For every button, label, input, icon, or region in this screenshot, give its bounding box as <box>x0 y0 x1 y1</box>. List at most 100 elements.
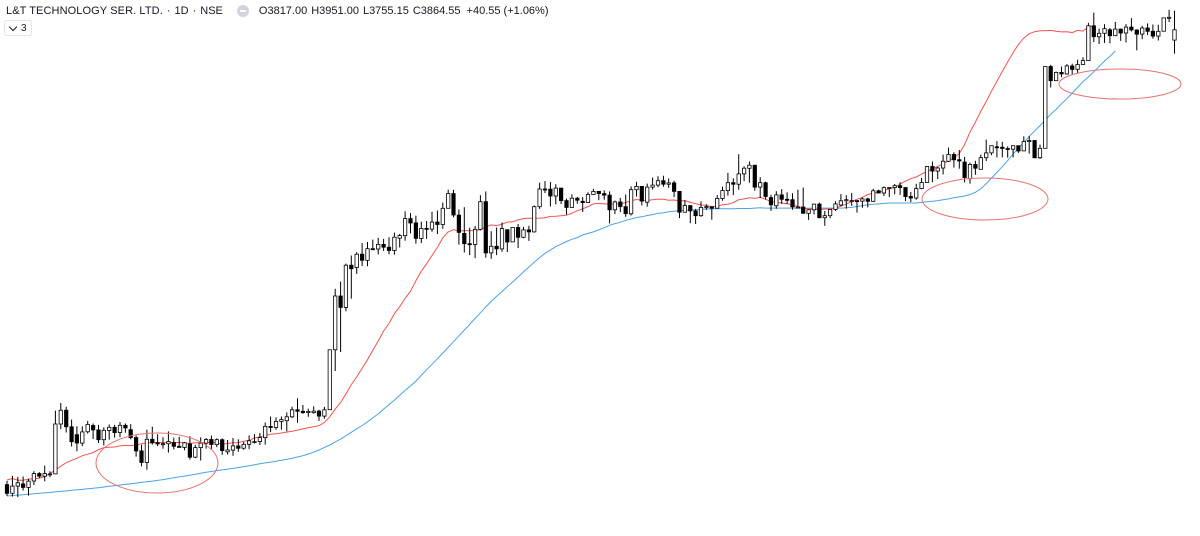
candle-body-down <box>731 182 736 185</box>
candle-body-down <box>64 409 69 428</box>
candle <box>53 410 58 475</box>
candle <box>612 200 618 215</box>
candle-body-up <box>1054 72 1059 82</box>
candle-body-up <box>774 194 779 207</box>
candle <box>74 426 79 452</box>
candle <box>1118 28 1123 41</box>
candle-body-up <box>553 187 558 197</box>
candle <box>553 184 558 205</box>
candle <box>4 480 10 496</box>
candle-body-down <box>408 218 413 224</box>
candle-body-up <box>101 429 106 441</box>
candle-body-down <box>1091 25 1096 38</box>
candle <box>64 406 69 433</box>
candle-body-down <box>370 248 375 251</box>
candle-body-up <box>844 199 849 202</box>
candle-body-up <box>935 167 940 172</box>
symbol-name[interactable]: L&T TECHNOLOGY SER. LTD. <box>6 5 163 17</box>
candle <box>419 221 424 244</box>
candle-body-up <box>1140 27 1145 35</box>
candle <box>1140 25 1145 40</box>
candle-body-up <box>634 185 639 191</box>
candle <box>451 189 456 218</box>
candle-body-down <box>1016 145 1021 152</box>
candle <box>494 227 499 256</box>
candle <box>736 154 741 190</box>
candle <box>80 426 85 447</box>
candle <box>117 422 123 438</box>
candle <box>241 441 246 450</box>
candle-body-up <box>365 248 370 261</box>
candle-body-down <box>505 229 510 243</box>
candle-body-up <box>397 235 402 239</box>
candle-body-down <box>526 229 532 233</box>
candle <box>951 152 957 168</box>
high-label: H <box>311 5 320 17</box>
candle <box>564 198 569 215</box>
candle-body-up <box>166 441 171 445</box>
interval-label[interactable]: 1D <box>174 5 189 17</box>
candle-body-up <box>1172 29 1177 41</box>
candle <box>1167 9 1172 23</box>
candle <box>924 166 930 183</box>
candle <box>709 206 714 220</box>
candle-body-up <box>478 201 483 230</box>
candle-body-down <box>456 214 462 233</box>
candle <box>532 205 537 233</box>
candle <box>386 237 392 255</box>
candle-body-up <box>537 188 542 208</box>
indicators-toggle-button[interactable]: 3 <box>4 20 32 36</box>
candle <box>220 438 225 455</box>
highlight-ellipse-drawing[interactable] <box>921 177 1049 221</box>
candle <box>645 183 650 207</box>
candle-body-down <box>451 193 456 216</box>
candle <box>629 186 634 216</box>
candle-body-up <box>10 485 15 494</box>
candle-body-down <box>1150 30 1155 37</box>
candle <box>1102 24 1107 43</box>
candle-body-down <box>37 473 42 477</box>
candle-body-down <box>1048 66 1053 82</box>
candle <box>1086 22 1091 61</box>
candle-body-up <box>795 206 801 209</box>
candle-body-up <box>984 152 989 159</box>
candle <box>128 424 133 440</box>
candle <box>973 160 978 175</box>
candle-body-down <box>295 409 300 412</box>
candle <box>693 208 698 224</box>
candle <box>930 161 935 183</box>
candle <box>1172 10 1177 54</box>
candle-body-up <box>585 194 591 204</box>
highlight-ellipse-drawing[interactable] <box>1058 68 1182 100</box>
candle-body-down <box>268 425 273 428</box>
candle-body-down <box>564 200 569 208</box>
candle-body-up <box>704 206 709 209</box>
candle <box>672 180 677 198</box>
candle <box>42 465 47 482</box>
candle-body-down <box>1129 26 1134 31</box>
candle-body-up <box>1021 141 1026 152</box>
candle-body-up <box>225 449 230 453</box>
candle-body-up <box>42 473 47 477</box>
candle-body-up <box>257 437 263 442</box>
candle <box>306 408 311 417</box>
candle <box>263 422 268 445</box>
candle <box>994 141 1000 158</box>
ohlc-values: O3817.00 H3951.00 L3755.15 C3864.55 +40.… <box>259 5 549 17</box>
candle-body-down <box>349 264 354 270</box>
candle <box>1064 64 1069 75</box>
candle-body-down <box>876 190 881 194</box>
candle <box>602 190 607 200</box>
highlight-ellipse-drawing[interactable] <box>95 432 219 494</box>
candle <box>322 406 327 419</box>
candle-body-down <box>516 227 521 238</box>
candle-body-up <box>806 209 811 214</box>
candle <box>1156 24 1161 41</box>
candle-body-down <box>693 210 698 217</box>
candle-body-down <box>973 164 978 169</box>
legend-collapse-icon[interactable] <box>236 5 249 17</box>
candle <box>1097 28 1102 44</box>
candle-body-down <box>575 197 580 201</box>
candle-body-up <box>924 166 930 183</box>
